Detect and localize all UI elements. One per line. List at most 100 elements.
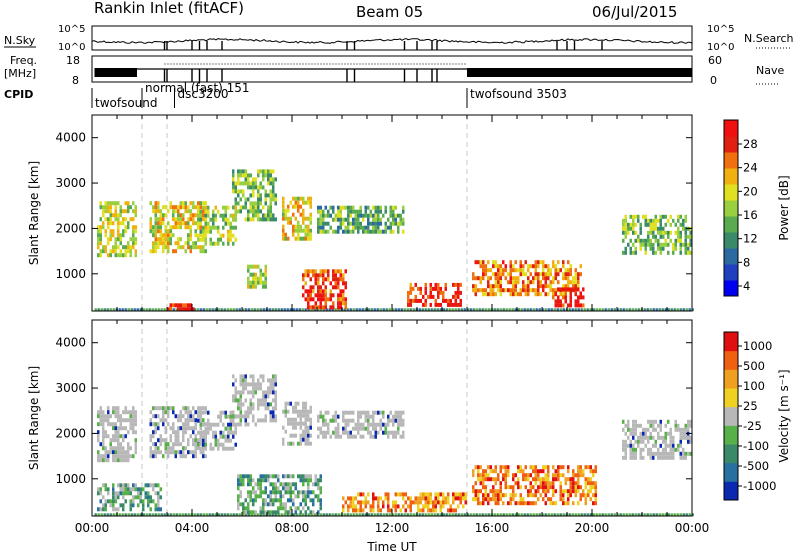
echo-cell — [652, 451, 655, 456]
echo-cell — [509, 268, 512, 273]
echo-cell — [192, 438, 195, 443]
echo-cell — [304, 490, 307, 495]
echo-cell — [117, 507, 120, 512]
echo-cell — [309, 441, 312, 446]
echo-cell — [249, 284, 252, 289]
echo-cell — [664, 214, 667, 219]
echo-cell — [434, 496, 437, 501]
echo-cell — [197, 406, 200, 411]
ground-scatter-cell — [631, 308, 634, 312]
echo-cell — [114, 454, 117, 459]
echo-cell — [152, 434, 155, 439]
echo-cell — [117, 217, 120, 222]
echo-cell — [254, 284, 257, 289]
echo-cell — [104, 430, 107, 435]
ground-scatter-cell — [388, 513, 391, 517]
ground-scatter-cell — [616, 308, 619, 312]
echo-cell — [234, 197, 237, 202]
echo-cell — [189, 434, 192, 439]
echo-cell — [282, 474, 285, 479]
echo-cell — [247, 494, 250, 499]
echo-cell — [582, 295, 585, 300]
echo-cell — [402, 434, 405, 439]
echo-cell — [122, 483, 125, 488]
echo-cell — [319, 430, 322, 435]
echo-cell — [257, 402, 260, 407]
echo-cell — [154, 430, 157, 435]
echo-cell — [297, 208, 300, 213]
echo-cell — [539, 469, 542, 474]
echo-cell — [359, 504, 362, 509]
echo-cell — [112, 446, 115, 451]
echo-cell — [514, 288, 517, 293]
echo-cell — [524, 272, 527, 277]
echo-cell — [387, 496, 390, 501]
echo-cell — [247, 217, 250, 222]
echo-cell — [362, 426, 365, 431]
echo-cell — [114, 201, 117, 206]
echo-cell — [157, 209, 160, 214]
ground-scatter-cell — [328, 308, 331, 312]
echo-cell — [154, 241, 157, 246]
echo-cell — [257, 213, 260, 218]
echo-cell — [97, 241, 100, 246]
echo-cell — [102, 507, 105, 512]
echo-cell — [534, 268, 537, 273]
echo-cell — [274, 474, 277, 479]
echo-cell — [367, 217, 370, 222]
echo-cell — [329, 293, 332, 298]
echo-cell — [172, 213, 175, 218]
echo-cell — [217, 229, 220, 234]
ground-scatter-cell — [520, 308, 523, 312]
echo-cell — [102, 434, 105, 439]
echo-cell — [337, 422, 340, 427]
echo-cell — [322, 273, 325, 278]
echo-cell — [252, 502, 255, 507]
echo-cell — [242, 205, 245, 210]
echo-cell — [297, 196, 300, 201]
echo-cell — [547, 272, 550, 277]
colorbar-swatch — [724, 280, 738, 297]
echo-cell — [569, 481, 572, 486]
echo-cell — [264, 217, 267, 222]
echo-cell — [179, 217, 182, 222]
echo-cell — [324, 205, 327, 210]
echo-cell — [552, 295, 555, 300]
echo-cell — [284, 405, 287, 410]
echo-cell — [127, 221, 130, 226]
echo-cell — [592, 481, 595, 486]
echo-cell — [99, 487, 102, 492]
echo-cell — [124, 418, 127, 423]
echo-cell — [634, 455, 637, 460]
echo-cell — [97, 410, 100, 415]
echo-cell — [237, 478, 240, 483]
echo-cell — [502, 493, 505, 498]
ground-scatter-cell — [214, 308, 217, 312]
echo-cell — [459, 500, 462, 505]
echo-cell — [677, 238, 680, 243]
echo-cell — [309, 236, 312, 241]
echo-cell — [162, 454, 165, 459]
echo-cell — [547, 469, 550, 474]
echo-cell — [329, 305, 332, 310]
echo-cell — [119, 249, 122, 254]
echo-cell — [542, 264, 545, 269]
echo-cell — [102, 205, 105, 210]
echo-cell — [324, 269, 327, 274]
echo-cell — [672, 443, 675, 448]
echo-cell — [134, 487, 137, 492]
echo-cell — [199, 450, 202, 455]
echo-cell — [299, 433, 302, 438]
ground-scatter-cell — [367, 513, 370, 517]
echo-cell — [252, 177, 255, 182]
echo-cell — [187, 438, 190, 443]
echo-cell — [652, 443, 655, 448]
ground-scatter-cell — [94, 308, 97, 312]
echo-cell — [299, 228, 302, 233]
echo-cell — [269, 209, 272, 214]
colorbar-swatch — [724, 425, 738, 445]
ground-scatter-cell — [223, 308, 226, 312]
echo-cell — [182, 406, 185, 411]
echo-cell — [194, 422, 197, 427]
echo-cell — [492, 260, 495, 265]
